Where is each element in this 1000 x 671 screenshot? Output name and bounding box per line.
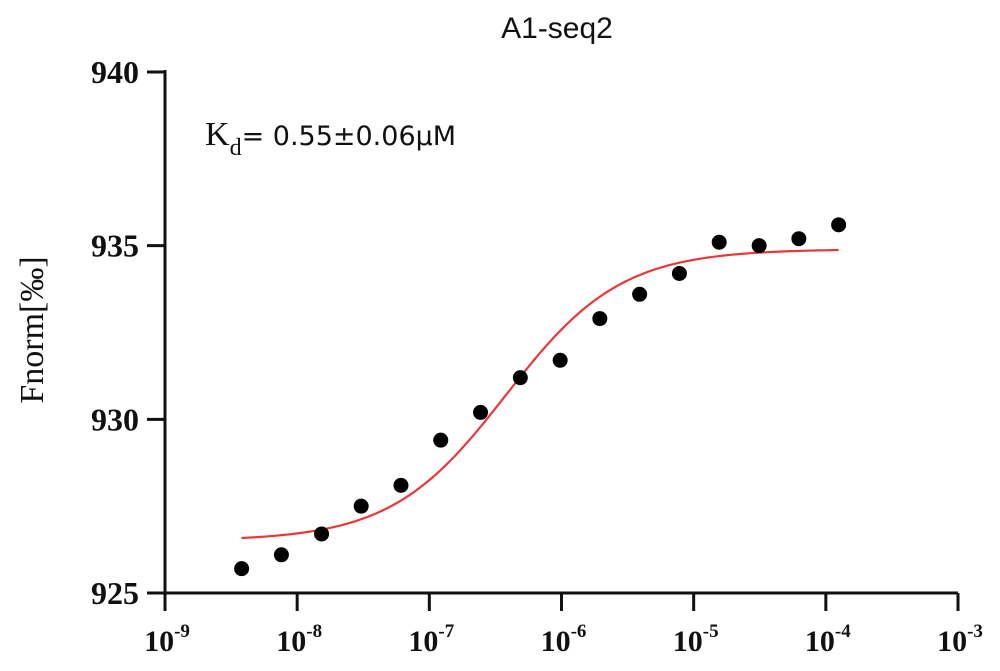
data-point (393, 478, 408, 493)
x-tick-label: 10-9 (144, 621, 190, 658)
y-tick-label: 925 (91, 575, 139, 611)
data-point (831, 217, 846, 232)
data-point (712, 235, 727, 250)
data-point (433, 433, 448, 448)
kd-subscript: d (230, 135, 242, 161)
data-point (791, 231, 806, 246)
x-tick-label: 10-8 (276, 621, 322, 658)
data-point (354, 499, 369, 514)
binding-curve-chart: A1-seq2 Fnorm[‰] Kd= 0.55±0.06μM 925 930 9… (0, 0, 1000, 671)
data-points (234, 217, 846, 576)
x-tick-label: 10-4 (805, 621, 851, 658)
data-point (592, 311, 607, 326)
data-point (473, 405, 488, 420)
x-tick-label: 10-6 (541, 621, 587, 658)
data-point (672, 266, 687, 281)
data-point (274, 547, 289, 562)
data-point (752, 238, 767, 253)
data-point (513, 370, 528, 385)
x-tick-label: 10-7 (408, 621, 454, 658)
kd-value: = 0.55±0.06μM (242, 121, 457, 152)
y-tick-label: 935 (91, 228, 139, 264)
kd-annotation: Kd= 0.55±0.06μM (205, 116, 456, 161)
svg-text:Kd= 0.55±0.06μM: Kd= 0.55±0.06μM (205, 116, 456, 161)
data-point (234, 561, 249, 576)
y-tick-label: 940 (91, 54, 139, 90)
kd-symbol: K (205, 116, 230, 153)
fit-curve (242, 250, 839, 538)
fit-curve-group (242, 250, 839, 538)
x-tick-label: 10-3 (937, 621, 983, 658)
x-tick-label: 10-5 (673, 621, 719, 658)
data-point (632, 287, 647, 302)
data-point (553, 353, 568, 368)
data-point (314, 526, 329, 541)
y-axis-label: Fnorm[‰] (14, 256, 51, 403)
y-tick-label: 930 (91, 401, 139, 437)
chart-title: A1-seq2 (501, 12, 613, 45)
